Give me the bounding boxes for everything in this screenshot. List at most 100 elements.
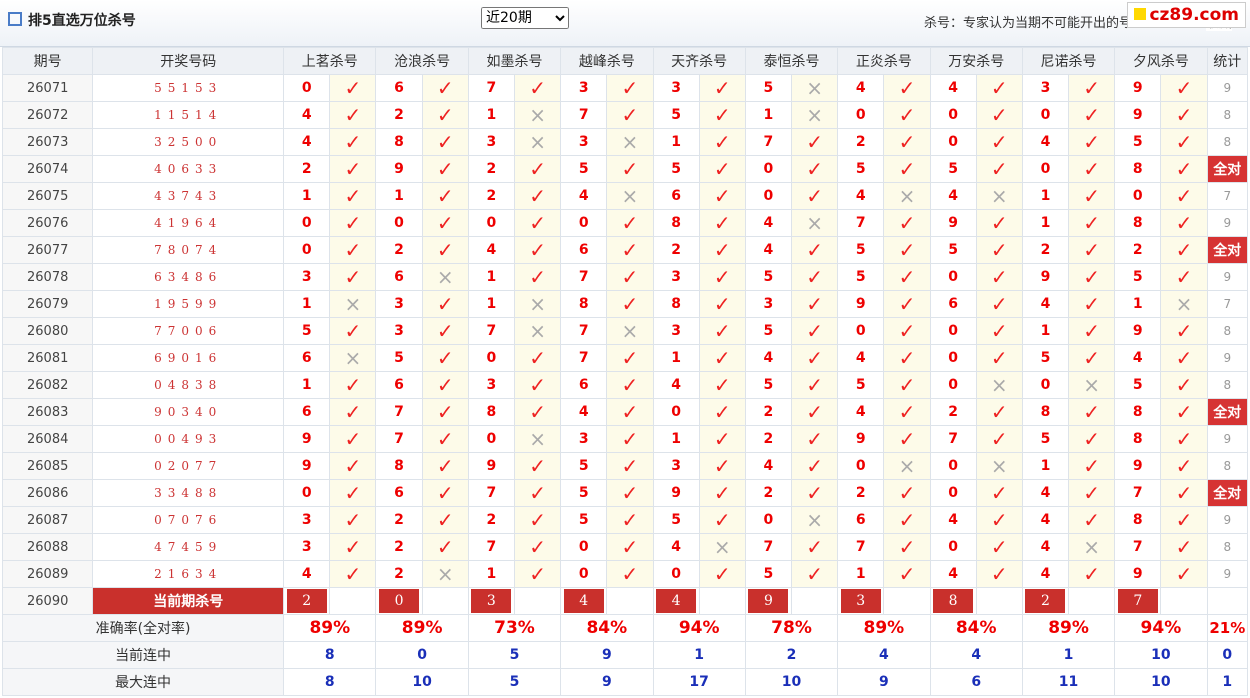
kill-result: ✓ bbox=[883, 425, 931, 453]
period: 26086 bbox=[1, 479, 94, 507]
kill-number: 9 bbox=[1021, 263, 1070, 291]
kill-result: ✓ bbox=[1068, 209, 1116, 237]
hit-count: 7 bbox=[1206, 290, 1249, 318]
kill-number: 5 bbox=[929, 236, 977, 264]
kill-result: × bbox=[329, 344, 377, 372]
kill-number: 0 bbox=[1021, 101, 1070, 129]
draw-number: 11514 bbox=[92, 101, 285, 129]
kill-result: ✓ bbox=[329, 371, 377, 399]
kill-result: × bbox=[975, 182, 1023, 210]
kill-result: ✓ bbox=[513, 236, 562, 264]
kill-number: 2 bbox=[929, 398, 977, 426]
kill-number: 0 bbox=[744, 182, 793, 210]
kill-result: ✓ bbox=[1068, 101, 1116, 129]
kill-number: 0 bbox=[929, 263, 977, 291]
kill-number: 4 bbox=[837, 74, 885, 102]
kill-number: 0 bbox=[1021, 155, 1070, 183]
kill-number: 0 bbox=[929, 101, 977, 129]
summary-value: 9 bbox=[560, 641, 654, 669]
kill-result: ✓ bbox=[606, 290, 654, 318]
current-kill-cell: 7 bbox=[1114, 587, 1162, 615]
kill-number: 7 bbox=[560, 344, 608, 372]
kill-number: 1 bbox=[1021, 452, 1070, 480]
kill-result: ✓ bbox=[513, 344, 562, 372]
kill-number: 1 bbox=[283, 371, 331, 399]
kill-number: 5 bbox=[744, 371, 793, 399]
kill-number: 4 bbox=[744, 344, 793, 372]
period: 26078 bbox=[1, 263, 94, 291]
summary-row: 当前连中 8 0 5 9 1 2 4 4 1 10 0 bbox=[1, 641, 1249, 669]
kill-result: ✓ bbox=[606, 236, 654, 264]
empty-cell bbox=[513, 587, 562, 615]
data-row: 26073 32500 4 ✓ 8 ✓ 3 × 3 × 1 ✓ 7 ✓ 2 ✓ 0 ✓ 4 ✓ 5 ✓ 8 bbox=[1, 128, 1249, 156]
summary-value: 89% bbox=[837, 614, 931, 642]
kill-number: 2 bbox=[652, 236, 700, 264]
kill-result: ✓ bbox=[1068, 398, 1116, 426]
kill-result: ✓ bbox=[421, 506, 469, 534]
kill-number: 9 bbox=[652, 479, 700, 507]
summary-value: 1 bbox=[1021, 641, 1116, 669]
kill-number: 7 bbox=[375, 398, 423, 426]
kill-result: × bbox=[698, 533, 746, 561]
summary-value: 78% bbox=[744, 614, 839, 642]
kill-result: ✓ bbox=[791, 398, 839, 426]
kill-number: 9 bbox=[1114, 452, 1162, 480]
hit-count: 9 bbox=[1206, 74, 1249, 102]
kill-result: ✓ bbox=[883, 317, 931, 345]
kill-number: 2 bbox=[467, 182, 515, 210]
kill-result: ✓ bbox=[1160, 236, 1208, 264]
kill-result: × bbox=[883, 182, 931, 210]
kill-number: 8 bbox=[375, 128, 423, 156]
kill-number: 0 bbox=[283, 479, 331, 507]
current-kill: 8 bbox=[933, 589, 974, 613]
kill-result: ✓ bbox=[421, 182, 469, 210]
draw-number: 21634 bbox=[92, 560, 285, 588]
summary-value: 9 bbox=[837, 668, 931, 696]
current-kill: 4 bbox=[563, 589, 604, 613]
empty-cell bbox=[421, 587, 469, 615]
kill-result: ✓ bbox=[1160, 452, 1208, 480]
period-select[interactable]: 近20期 bbox=[481, 7, 569, 29]
kill-result: ✓ bbox=[606, 371, 654, 399]
site-logo[interactable]: cz89.com bbox=[1127, 2, 1246, 28]
period: 26077 bbox=[1, 236, 94, 264]
kill-number: 8 bbox=[1021, 398, 1070, 426]
current-kill: 0 bbox=[379, 589, 420, 613]
kill-result: ✓ bbox=[421, 371, 469, 399]
kill-result: ✓ bbox=[698, 290, 746, 318]
data-row: 26088 47459 3 ✓ 2 ✓ 7 ✓ 0 ✓ 4 × 7 ✓ 7 ✓ 0 ✓ 4 × 7 ✓ 8 bbox=[1, 533, 1249, 561]
kill-number: 3 bbox=[652, 263, 700, 291]
kill-result: ✓ bbox=[883, 479, 931, 507]
data-row: 26085 02077 9 ✓ 8 ✓ 9 ✓ 5 ✓ 3 ✓ 4 ✓ 0 × 0 × 1 ✓ 9 ✓ 8 bbox=[1, 452, 1249, 480]
kill-result: ✓ bbox=[1068, 182, 1116, 210]
kill-number: 0 bbox=[375, 209, 423, 237]
kill-result: × bbox=[975, 371, 1023, 399]
period: 26082 bbox=[1, 371, 94, 399]
kill-result: ✓ bbox=[329, 317, 377, 345]
kill-result: ✓ bbox=[329, 209, 377, 237]
hit-count: 全对 bbox=[1206, 398, 1249, 426]
summary-value: 10 bbox=[375, 668, 469, 696]
kill-result: ✓ bbox=[513, 209, 562, 237]
kill-number: 0 bbox=[744, 506, 793, 534]
kill-result: ✓ bbox=[883, 236, 931, 264]
summary-value: 4 bbox=[837, 641, 931, 669]
hit-count: 9 bbox=[1206, 560, 1249, 588]
data-row: 26071 55153 0 ✓ 6 ✓ 7 ✓ 3 ✓ 3 ✓ 5 × 4 ✓ 4 ✓ 3 ✓ 9 ✓ 9 bbox=[1, 74, 1249, 102]
kill-number: 1 bbox=[1114, 290, 1162, 318]
kill-number: 3 bbox=[560, 128, 608, 156]
draw-number: 19599 bbox=[92, 290, 285, 318]
summary-value: 11 bbox=[1021, 668, 1116, 696]
hit-count: 8 bbox=[1206, 101, 1249, 129]
kill-number: 0 bbox=[929, 317, 977, 345]
kill-number: 0 bbox=[283, 209, 331, 237]
empty-cell bbox=[1206, 587, 1249, 615]
current-kill: 9 bbox=[748, 589, 789, 613]
kill-result: ✓ bbox=[606, 263, 654, 291]
current-kill-cell: 9 bbox=[744, 587, 793, 615]
kill-result: ✓ bbox=[606, 560, 654, 588]
period: 26081 bbox=[1, 344, 94, 372]
kill-result: ✓ bbox=[606, 425, 654, 453]
column-header: 正炎杀号 bbox=[837, 47, 931, 75]
kill-result: ✓ bbox=[329, 263, 377, 291]
